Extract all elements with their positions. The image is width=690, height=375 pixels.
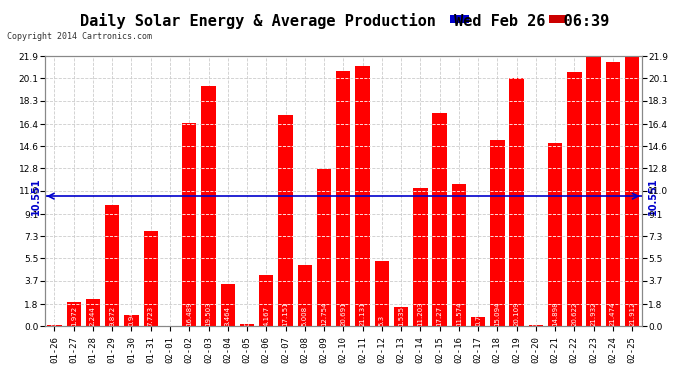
Text: 9.872: 9.872 [109, 306, 115, 326]
Text: 20.622: 20.622 [571, 301, 578, 326]
Bar [201, 86, 216, 326]
Text: 21.131: 21.131 [359, 301, 366, 326]
Text: 19.503: 19.503 [206, 301, 212, 326]
Bar [394, 308, 408, 326]
Bar [606, 62, 620, 326]
Bar [47, 325, 61, 326]
Text: 17.151: 17.151 [282, 301, 288, 326]
Text: 21.912: 21.912 [629, 301, 635, 326]
Bar [336, 71, 351, 326]
Text: 4.167: 4.167 [264, 306, 269, 326]
Text: 7.723: 7.723 [148, 306, 154, 326]
Text: 0.127: 0.127 [533, 306, 539, 326]
Bar [529, 325, 543, 326]
Bar [625, 56, 640, 326]
Text: 2.244: 2.244 [90, 306, 96, 326]
Text: 16.489: 16.489 [186, 301, 193, 326]
Bar [317, 169, 331, 326]
Legend: Average  (kWh), Daily  (kWh): Average (kWh), Daily (kWh) [448, 12, 637, 27]
Bar [586, 56, 601, 326]
Bar [66, 302, 81, 326]
Bar [297, 264, 312, 326]
Bar [144, 231, 158, 326]
Bar [105, 204, 119, 326]
Bar [182, 123, 197, 326]
Text: 20.109: 20.109 [513, 301, 520, 326]
Bar [221, 284, 235, 326]
Bar [375, 261, 389, 326]
Text: 0.202: 0.202 [244, 306, 250, 326]
Bar [355, 66, 370, 326]
Text: 5.3: 5.3 [379, 315, 385, 326]
Text: 21.474: 21.474 [610, 301, 615, 326]
Bar [548, 142, 562, 326]
Bar [124, 315, 139, 326]
Bar [240, 324, 254, 326]
Text: Daily Solar Energy & Average Production  Wed Feb 26  06:39: Daily Solar Energy & Average Production … [80, 13, 610, 29]
Text: 0.0: 0.0 [167, 314, 173, 326]
Bar [413, 188, 428, 326]
Text: 0.078: 0.078 [52, 305, 57, 326]
Text: 17.27: 17.27 [437, 306, 442, 326]
Text: 5.008: 5.008 [302, 306, 308, 326]
Bar [490, 140, 504, 326]
Bar [259, 275, 273, 326]
Bar [567, 72, 582, 326]
Text: 11.203: 11.203 [417, 301, 423, 326]
Text: 15.094: 15.094 [494, 301, 500, 326]
Text: 10.551: 10.551 [31, 177, 41, 215]
Text: Copyright 2014 Cartronics.com: Copyright 2014 Cartronics.com [7, 32, 152, 41]
Text: 1.535: 1.535 [398, 306, 404, 326]
Bar [471, 317, 485, 326]
Text: 1.972: 1.972 [71, 306, 77, 326]
Bar [509, 78, 524, 326]
Text: 3.464: 3.464 [225, 306, 230, 326]
Bar [451, 183, 466, 326]
Text: 11.574: 11.574 [456, 301, 462, 326]
Bar [86, 298, 100, 326]
Text: 0.943: 0.943 [128, 306, 135, 326]
Text: 14.898: 14.898 [552, 301, 558, 326]
Bar [278, 115, 293, 326]
Text: 0.732: 0.732 [475, 306, 481, 326]
Text: 20.691: 20.691 [340, 301, 346, 326]
Text: 10.551: 10.551 [647, 177, 658, 215]
Text: 12.754: 12.754 [321, 301, 327, 326]
Text: 21.932: 21.932 [591, 301, 597, 326]
Bar [433, 113, 446, 326]
